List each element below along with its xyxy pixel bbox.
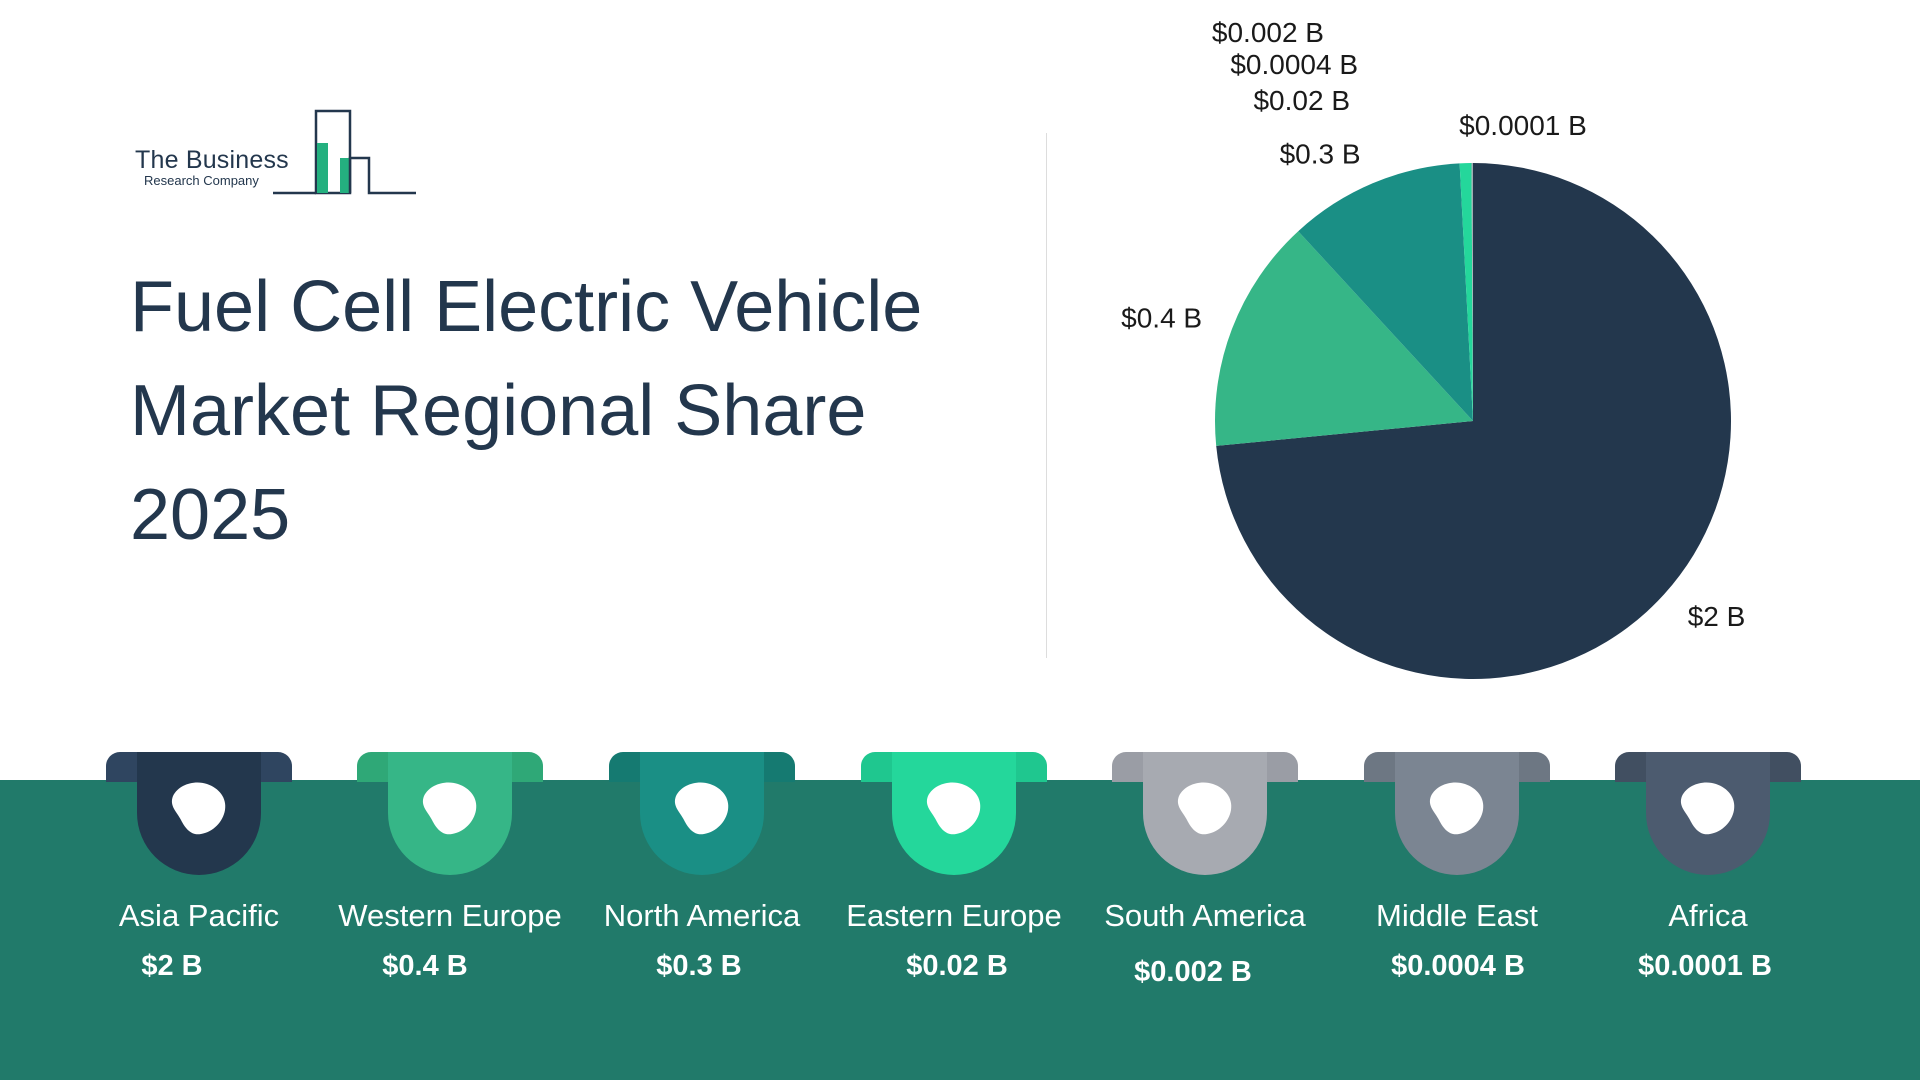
- logo-name: The Business: [135, 146, 289, 174]
- north-america-map-icon: [674, 782, 729, 835]
- region-name-africa: Africa: [1668, 898, 1748, 933]
- title-line-1: Fuel Cell Electric Vehicle: [130, 267, 923, 347]
- africa-map-icon: [1680, 782, 1735, 835]
- pie-slice-eastern-europe: [1459, 163, 1473, 422]
- region-name-north-america: North America: [603, 898, 801, 933]
- region-card-south-america: [1112, 752, 1298, 875]
- region-card-north-america: [609, 752, 795, 875]
- pie-slice-north-america: [1298, 163, 1473, 421]
- pie-chart: $2 B $0.4 B $0.3 B $0.02 B $0.002 B$0.0004 B…: [1121, 17, 1746, 680]
- pie-label-western-europe: $0.4 B: [1121, 303, 1202, 334]
- region-name-western-europe: Western Europe: [338, 898, 562, 933]
- region-value-middle-east: $0.0004 B: [1391, 950, 1525, 982]
- pie-label-middle-east: $0.0004 B: [1230, 49, 1358, 80]
- middle-east-map-icon: [1429, 782, 1484, 835]
- region-name-eastern-europe: Eastern Europe: [846, 898, 1062, 933]
- region-value-africa: $0.0001 B: [1638, 950, 1772, 982]
- region-card-asia-pacific: [106, 752, 292, 875]
- south-america-map-icon: [1177, 782, 1232, 835]
- region-value-eastern-europe: $0.02 B: [906, 950, 1008, 982]
- pie-slice-asia-pacific: [1216, 163, 1731, 680]
- region-card-middle-east: [1364, 752, 1550, 875]
- page-title: Fuel Cell Electric Vehicle Market Region…: [130, 255, 990, 567]
- region-value-western-europe: $0.4 B: [382, 950, 468, 982]
- region-card-eastern-europe: [861, 752, 1047, 875]
- pie-label-south-america: $0.002 B: [1212, 17, 1324, 48]
- region-value-north-america: $0.3 B: [656, 950, 742, 982]
- pie-label-africa: $0.0001 B: [1459, 110, 1587, 141]
- company-logo: The Business Research Company: [133, 108, 418, 198]
- western-europe-map-icon: [422, 782, 477, 835]
- pie-slice-western-europe: [1215, 231, 1473, 446]
- divider: [1046, 133, 1047, 658]
- pie-label-asia-pacific: $2 B: [1688, 601, 1746, 632]
- pie-label-north-america: $0.3 B: [1280, 139, 1361, 170]
- title-line-2: Market Regional Share: [130, 371, 867, 451]
- region-name-south-america: South America: [1104, 898, 1306, 933]
- region-card-africa: [1615, 752, 1801, 875]
- logo-subname: Research Company: [144, 173, 259, 188]
- region-name-middle-east: Middle East: [1376, 898, 1538, 933]
- title-line-3: 2025: [130, 475, 291, 555]
- eastern-europe-map-icon: [926, 782, 981, 835]
- region-name-asia-pacific: Asia Pacific: [118, 898, 280, 933]
- pie-label-eastern-europe: $0.02 B: [1253, 85, 1350, 116]
- logo-buildings-icon: [273, 109, 416, 195]
- region-card-western-europe: [357, 752, 543, 875]
- region-value-south-america: $0.002 B: [1134, 956, 1252, 988]
- region-value-asia-pacific: $2 B: [141, 950, 203, 982]
- asia-map-icon: [171, 782, 226, 835]
